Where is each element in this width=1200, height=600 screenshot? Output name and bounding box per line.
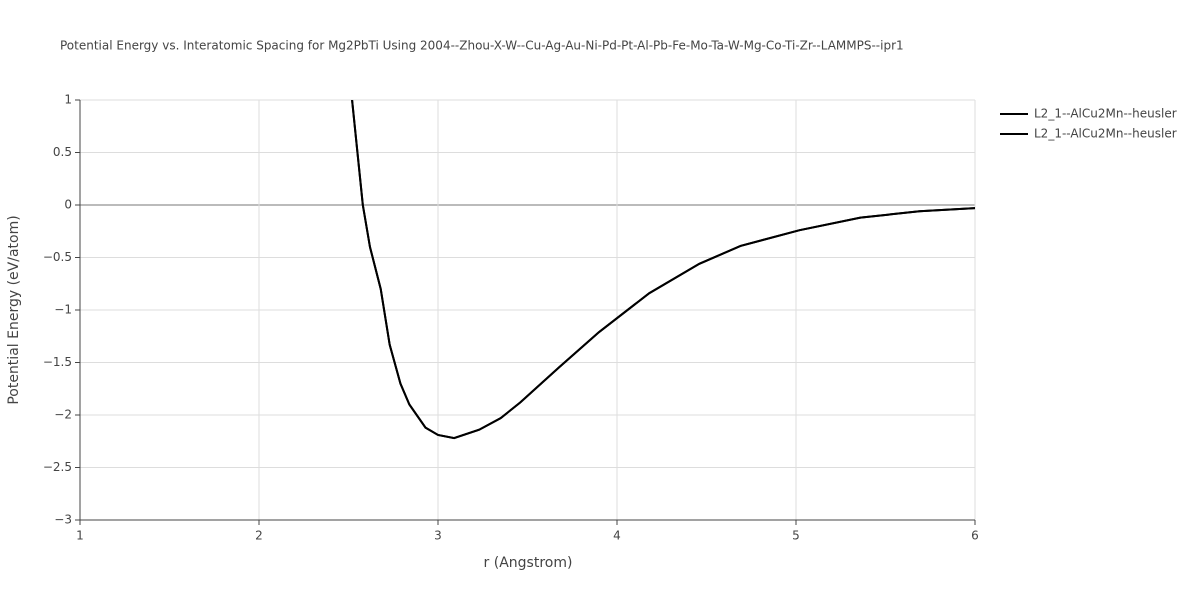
y-axis-label: Potential Energy (eV/atom): [6, 215, 22, 404]
y-tick-label: −1.5: [43, 355, 72, 369]
line-series: [351, 100, 975, 440]
x-tick-label: 1: [76, 529, 84, 543]
y-tick-label: 1: [64, 93, 72, 107]
chart-title: Potential Energy vs. Interatomic Spacing…: [60, 39, 904, 53]
line-series: [351, 100, 975, 440]
legend-label: L2_1--AlCu2Mn--heusler: [1034, 107, 1177, 121]
legend-label: L2_1--AlCu2Mn--heusler: [1034, 127, 1177, 141]
y-tick-label: −3: [54, 513, 72, 527]
x-tick-label: 2: [255, 529, 263, 543]
y-tick-label: 0: [64, 198, 72, 212]
x-tick-label: 5: [792, 529, 800, 543]
x-axis-label: r (Angstrom): [484, 555, 573, 571]
y-tick-label: −2.5: [43, 460, 72, 474]
x-tick-label: 4: [613, 529, 621, 543]
y-tick-label: 0.5: [53, 145, 72, 159]
x-tick-label: 3: [434, 529, 442, 543]
y-tick-label: −1: [54, 303, 72, 317]
y-tick-label: −0.5: [43, 250, 72, 264]
plot-area: [351, 100, 975, 440]
x-tick-label: 6: [971, 529, 979, 543]
y-tick-label: −2: [54, 408, 72, 422]
